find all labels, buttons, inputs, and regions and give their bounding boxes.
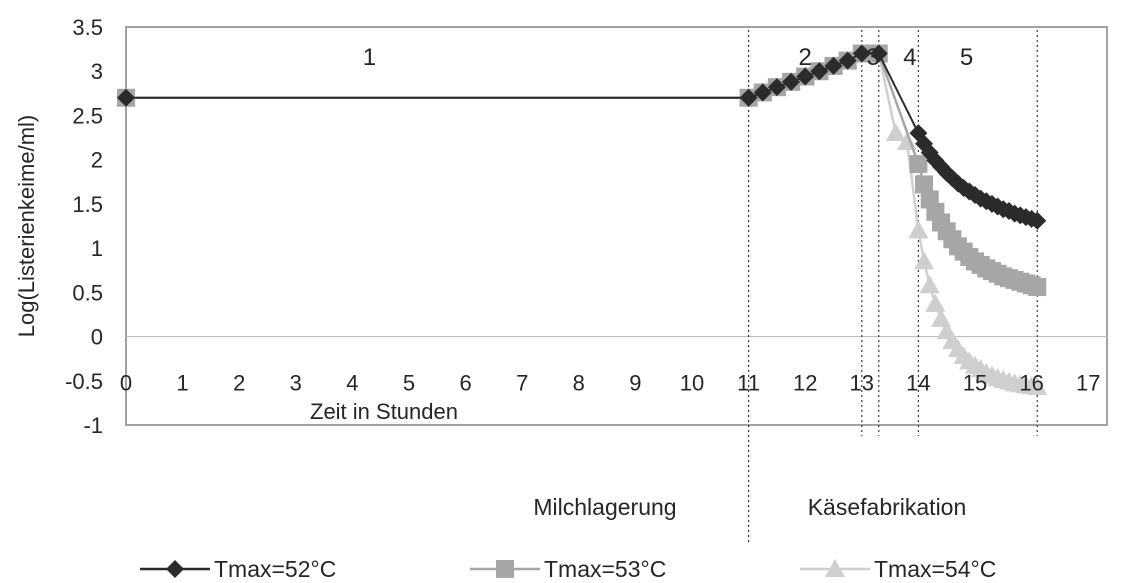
y-tick-label: -0.5 — [65, 369, 103, 394]
data-point — [117, 88, 135, 107]
region-label-milchlagerung: Milchlagerung — [533, 494, 676, 520]
x-tick-label: 16 — [1019, 371, 1043, 396]
phase-label: 3 — [866, 44, 879, 71]
phase-boundaries — [747, 30, 1038, 545]
legend-label: Tmax=53°C — [544, 556, 666, 582]
x-tick-label: 17 — [1076, 371, 1100, 396]
x-tick-label: 10 — [680, 371, 704, 396]
y-axis-ticks: 3.5 3 2.5 2 1.5 1 0.5 0 -0.5 -1 — [65, 15, 103, 438]
region-label-kaesefabrikation: Käsefabrikation — [808, 494, 967, 520]
data-point — [919, 275, 940, 294]
x-tick-label: 12 — [793, 371, 817, 396]
data-point — [1027, 376, 1048, 395]
data-point — [739, 88, 758, 107]
phase-label: 1 — [363, 44, 376, 71]
data-point — [885, 123, 906, 142]
y-tick-label: 0.5 — [72, 280, 103, 305]
phase-label: 4 — [903, 44, 916, 71]
data-point — [1028, 278, 1047, 297]
x-tick-label: 4 — [346, 371, 358, 396]
y-axis-label: Log(Listerienkeime/ml) — [14, 115, 39, 338]
data-point — [767, 78, 786, 97]
legend-label: Tmax=54°C — [874, 556, 996, 582]
data-point — [1028, 211, 1047, 230]
x-tick-label: 1 — [176, 371, 188, 396]
data-point — [869, 44, 888, 63]
plot-frame — [125, 26, 1108, 426]
y-tick-label: 1 — [91, 236, 103, 261]
legend-label: Tmax=52°C — [214, 556, 336, 582]
legend-item: Tmax=52°C — [140, 556, 336, 582]
series-line — [126, 52, 1038, 289]
data-point — [782, 72, 801, 91]
legend-item: Tmax=53°C — [470, 556, 666, 582]
phase-label: 5 — [960, 44, 973, 71]
y-tick-label: 2 — [91, 148, 103, 173]
data-point — [825, 559, 845, 577]
x-tick-label: 14 — [906, 371, 930, 396]
x-tick-label: 13 — [850, 371, 874, 396]
x-tick-label: 8 — [573, 371, 585, 396]
legend: Tmax=52°C Tmax=53°C Tmax=54°C — [140, 556, 996, 582]
data-point — [166, 560, 184, 578]
x-tick-label: 5 — [403, 371, 415, 396]
x-tick-label: 3 — [290, 371, 302, 396]
data-point — [810, 62, 829, 81]
y-tick-label: 2.5 — [72, 103, 103, 128]
x-axis-ticks: 0 1 2 3 4 5 6 7 8 9 10 11 12 13 14 15 16 17 — [120, 371, 1101, 396]
x-tick-label: 7 — [516, 371, 528, 396]
data-point — [909, 155, 928, 174]
phase-label: 2 — [799, 44, 812, 71]
data-point — [915, 175, 934, 194]
y-tick-label: 3 — [91, 59, 103, 84]
y-tick-label: 0 — [91, 325, 103, 350]
x-axis-label: Zeit in Stunden — [310, 399, 458, 424]
x-tick-label: 6 — [459, 371, 471, 396]
x-tick-label: 11 — [737, 371, 760, 396]
series-triangle — [116, 43, 1048, 395]
data-point — [931, 308, 952, 327]
x-tick-label: 15 — [963, 371, 987, 396]
series-square — [117, 44, 1047, 297]
data-point — [796, 67, 815, 86]
series-layer — [116, 43, 1048, 395]
data-point — [824, 56, 843, 75]
data-point — [914, 251, 935, 270]
y-tick-label: 1.5 — [72, 192, 103, 217]
data-point — [908, 220, 929, 239]
data-point — [852, 44, 871, 63]
x-tick-label: 2 — [233, 371, 245, 396]
data-point — [753, 83, 772, 102]
data-point — [496, 560, 514, 578]
data-point — [925, 293, 946, 312]
x-tick-label: 0 — [120, 371, 132, 396]
series-diamond — [117, 44, 1047, 230]
data-point — [838, 51, 857, 70]
y-tick-label: 3.5 — [72, 15, 103, 40]
legend-item: Tmax=54°C — [800, 556, 996, 582]
x-tick-label: 9 — [629, 371, 641, 396]
y-tick-label: -1 — [83, 413, 103, 438]
